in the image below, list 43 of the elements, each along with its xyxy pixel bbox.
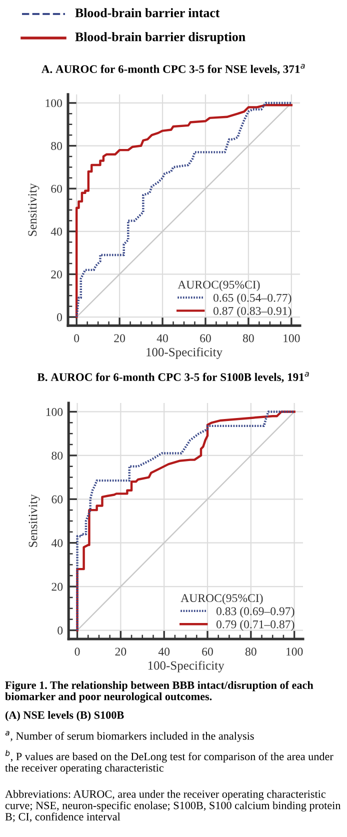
y-tick-label: 100 — [46, 99, 62, 108]
legend-title: AUROC(95%CI) — [180, 594, 263, 604]
x-tick-label: 40 — [158, 648, 170, 656]
x-axis-title: 100-Specificity — [148, 660, 224, 672]
x-tick-label: 20 — [115, 648, 126, 656]
x-tick-label: 80 — [242, 334, 254, 342]
caption: Figure 1. The relationship between BBB intact/disruption of each biomarker and poor neurological outcomes. — [5, 681, 314, 703]
legend-label: 0.65 (0.54–0.77) — [213, 293, 292, 304]
legend-label: 0.87 (0.83–0.91) — [213, 306, 292, 318]
x-tick-label: 40 — [156, 334, 168, 342]
y-tick-label: 80 — [51, 142, 62, 150]
chart-title: A. AUROC for 6-month CPC 3-5 for NSE levels, 371$^{a}$ — [42, 64, 305, 75]
text: (A) NSE levels (B) S100B — [5, 711, 124, 722]
text: $^{a}$, Number of serum biomarkers included in the analysis — [5, 731, 254, 742]
y-tick-label: 80 — [52, 452, 63, 460]
text: $^{b}$, P values are based on the DeLong test for comparison of the area under the receiver operating characteristic — [5, 750, 334, 774]
chart-title: B. AUROC for 6-month CPC 3-5 for S100B levels, 191$^{a}$ — [37, 372, 309, 383]
x-tick-label: 0 — [74, 334, 80, 342]
y-tick-label: 0 — [58, 626, 63, 634]
x-tick-label: 0 — [74, 648, 80, 656]
text: Abbreviations: AUROC, area under the receiver operating characteristic curve; NSE, neuron-specific enolase; S100B, S100 calcium binding protein B; CI, confidence interval — [5, 790, 341, 822]
legend-label: 0.83 (0.69–0.97) — [216, 606, 294, 618]
y-tick-label: 20 — [51, 270, 62, 278]
text: Blood-brain barrier intact — [75, 8, 220, 18]
y-tick-label: 40 — [51, 539, 63, 548]
y-tick-label: 60 — [51, 184, 62, 193]
y-axis-title: Sensitivity — [28, 494, 40, 547]
legend-title: AUROC(95%CI) — [178, 280, 260, 292]
x-axis-title: 100-Specificity — [146, 347, 222, 359]
y-tick-label: 0 — [56, 313, 62, 322]
x-tick-label: 100 — [284, 334, 300, 342]
x-tick-label: 80 — [245, 648, 256, 656]
y-tick-label: 100 — [46, 408, 63, 416]
x-tick-label: 60 — [200, 334, 211, 342]
x-tick-label: 20 — [114, 334, 126, 342]
y-axis-title: Sensitivity — [28, 183, 40, 236]
y-tick-label: 60 — [52, 495, 63, 504]
y-tick-label: 40 — [50, 228, 62, 236]
x-tick-label: 60 — [202, 648, 213, 656]
y-tick-label: 20 — [52, 582, 63, 591]
x-tick-label: 100 — [286, 648, 303, 656]
text: Blood-brain barrier disruption — [75, 32, 246, 44]
legend-label: 0.79 (0.71–0.87) — [216, 620, 294, 631]
